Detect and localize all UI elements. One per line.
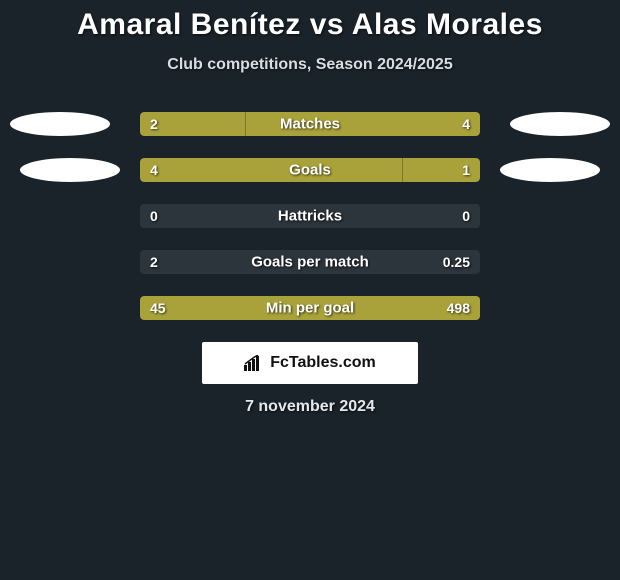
bar-left-fill	[140, 296, 480, 320]
bar-divider	[245, 112, 246, 136]
stat-right-value: 0.25	[443, 254, 470, 270]
stat-row: 41Goals	[0, 158, 620, 182]
stat-left-value: 2	[150, 116, 158, 132]
stat-right-value: 498	[447, 300, 470, 316]
right-player-oval	[500, 158, 600, 182]
stat-bar: 20.25Goals per match	[140, 250, 480, 274]
stat-bar: 45498Min per goal	[140, 296, 480, 320]
stat-rows: 24Matches41Goals00Hattricks20.25Goals pe…	[0, 112, 620, 320]
stat-right-value: 0	[462, 208, 470, 224]
stat-row: 45498Min per goal	[0, 296, 620, 320]
bar-background	[140, 250, 480, 274]
stat-left-value: 0	[150, 208, 158, 224]
left-player-oval	[20, 158, 120, 182]
bar-divider	[402, 158, 403, 182]
page-subtitle: Club competitions, Season 2024/2025	[0, 56, 620, 74]
left-player-oval	[10, 112, 110, 136]
stat-row: 20.25Goals per match	[0, 250, 620, 274]
stat-right-value: 1	[462, 162, 470, 178]
right-player-oval	[510, 112, 610, 136]
bar-right-fill	[245, 112, 480, 136]
stat-row: 24Matches	[0, 112, 620, 136]
stat-bar: 24Matches	[140, 112, 480, 136]
stat-left-value: 2	[150, 254, 158, 270]
stat-left-value: 45	[150, 300, 166, 316]
page-title: Amaral Benítez vs Alas Morales	[0, 8, 620, 42]
stat-bar: 00Hattricks	[140, 204, 480, 228]
stat-row: 00Hattricks	[0, 204, 620, 228]
stat-left-value: 4	[150, 162, 158, 178]
footer-date: 7 november 2024	[0, 398, 620, 416]
watermark-text: FcTables.com	[270, 354, 376, 372]
stat-bar: 41Goals	[140, 158, 480, 182]
stat-right-value: 4	[462, 116, 470, 132]
watermark-badge: FcTables.com	[202, 342, 418, 384]
bar-left-fill	[140, 158, 402, 182]
chart-icon	[244, 355, 264, 371]
bar-background	[140, 204, 480, 228]
infographic-container: Amaral Benítez vs Alas Morales Club comp…	[0, 0, 620, 416]
